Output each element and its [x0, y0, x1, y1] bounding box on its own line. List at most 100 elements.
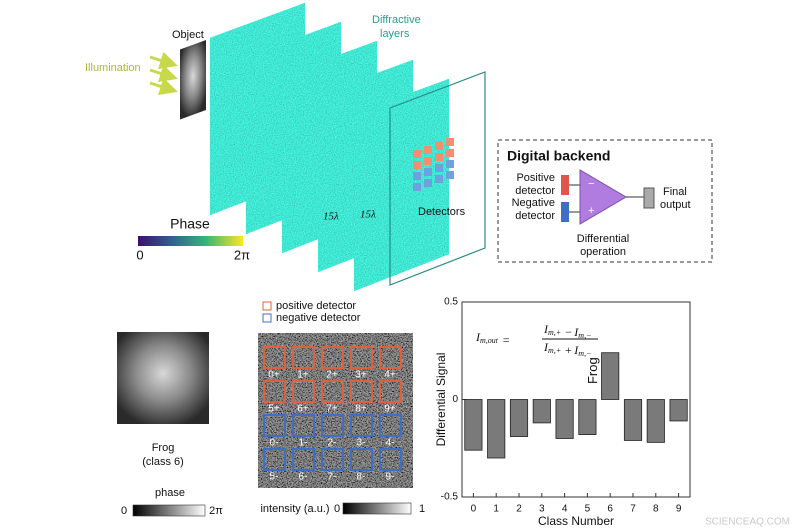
- detector-label: 2-: [328, 438, 337, 449]
- positive-detector-icon: [561, 175, 569, 195]
- detector-label: 8+: [355, 404, 367, 415]
- plus-sign: +: [588, 205, 594, 217]
- negative-detector: [292, 414, 315, 437]
- detector-label: 6+: [297, 404, 309, 415]
- detector-square: [424, 179, 432, 187]
- negative-detector: [263, 414, 286, 437]
- symbol: I: [573, 325, 579, 339]
- detector-label: 2+: [326, 370, 338, 381]
- equals: =: [502, 333, 510, 347]
- object-label: Object: [172, 29, 204, 41]
- negative-detector: [350, 414, 373, 437]
- diffractive-layers: [209, 2, 450, 292]
- phase-colorbar: [138, 236, 243, 246]
- positive-label: Positive: [516, 172, 555, 184]
- positive-detector: [379, 346, 402, 369]
- layer: [353, 78, 450, 292]
- positive-detector: [292, 346, 315, 369]
- positive-detector: [263, 380, 286, 403]
- colorbar-max: 2π: [234, 247, 250, 262]
- y-tick-label: -0.5: [441, 492, 459, 503]
- colorbar-max: 1: [419, 503, 425, 515]
- formula-lhs: Im,out =: [475, 330, 510, 347]
- layers-label: Diffractive: [372, 14, 421, 26]
- detector-square: [435, 142, 443, 150]
- x-tick-label: 3: [539, 504, 545, 515]
- negative-detector-icon: [561, 202, 569, 222]
- detector-label: 1-: [299, 438, 308, 449]
- input-caption: (class 6): [142, 456, 184, 468]
- colorbar-min: 0: [121, 505, 127, 517]
- formula-denominator: Im,+ + Im,−: [543, 340, 591, 358]
- detector-label: 5+: [268, 404, 280, 415]
- legend-swatch: [262, 313, 272, 323]
- detector-label: 3+: [355, 370, 367, 381]
- negative-detector: [350, 448, 373, 471]
- subscript: m,+: [548, 328, 561, 337]
- operation-label: operation: [580, 246, 626, 258]
- illumination-arrows: [149, 51, 178, 96]
- bar: [532, 399, 551, 424]
- negative-detector: [379, 414, 402, 437]
- output-label: Final: [663, 186, 687, 198]
- backend-title: Digital backend: [507, 148, 610, 164]
- positive-detector: [350, 380, 373, 403]
- detector-square: [424, 146, 432, 154]
- detector-label: 9+: [384, 404, 396, 415]
- positive-detector: [292, 380, 315, 403]
- negative-detector: [292, 448, 315, 471]
- bar: [509, 399, 529, 437]
- object-image: [180, 40, 206, 120]
- detector-square: [446, 149, 454, 157]
- y-tick-label: 0.5: [444, 297, 458, 308]
- annotation: Frog: [585, 357, 600, 384]
- detector-image: [258, 333, 413, 488]
- detector-square: [446, 138, 454, 146]
- legend-swatch: [262, 301, 272, 311]
- detector-label: 7-: [328, 472, 337, 483]
- x-axis-label: Class Number: [538, 514, 614, 528]
- detector-square: [413, 150, 421, 158]
- detector-label: 3-: [357, 438, 366, 449]
- x-tick-label: 0: [471, 504, 477, 515]
- positive-detector: [379, 380, 402, 403]
- y-tick-label: 0: [452, 394, 458, 405]
- bar: [669, 399, 688, 422]
- watermark: SCIENCEAQ.COM: [705, 517, 790, 528]
- bar: [555, 399, 574, 439]
- colorbar-min: 0: [334, 503, 340, 515]
- detector-label: 8-: [357, 472, 366, 483]
- operation-label: Differential: [577, 233, 629, 245]
- subscript: m,+: [548, 346, 561, 355]
- illumination-label: Illumination: [85, 62, 141, 74]
- negative-detector: [379, 448, 402, 471]
- bar: [464, 399, 483, 451]
- detector-label: 9-: [386, 472, 395, 483]
- detector-square: [413, 161, 421, 169]
- positive-label: detector: [515, 185, 555, 197]
- x-tick-label: 2: [516, 504, 522, 515]
- operator: +: [564, 343, 572, 357]
- phase-bar-title: phase: [155, 487, 185, 499]
- x-tick-label: 1: [493, 504, 499, 515]
- positive-detector: [321, 380, 344, 403]
- detector-array: [413, 138, 454, 191]
- phase-colorbar: [132, 504, 206, 517]
- detector-label: 4+: [384, 370, 396, 381]
- symbol: I: [475, 330, 481, 344]
- colorbar-max: 2π: [209, 505, 223, 517]
- bar: [623, 399, 643, 441]
- bar: [578, 399, 597, 435]
- detector-square: [435, 164, 443, 172]
- differential-amplifier: [579, 169, 627, 225]
- input-image: [117, 332, 209, 424]
- y-axis-label: Differential Signal: [434, 353, 448, 447]
- detector-plane: [389, 71, 486, 286]
- detector-square: [435, 153, 443, 161]
- legend-label: positive detector: [276, 300, 356, 312]
- detector-label: 0-: [270, 438, 279, 449]
- detector-label: 5-: [270, 472, 279, 483]
- detector-label: 6-: [299, 472, 308, 483]
- detector-square: [424, 157, 432, 165]
- bar: [646, 399, 665, 443]
